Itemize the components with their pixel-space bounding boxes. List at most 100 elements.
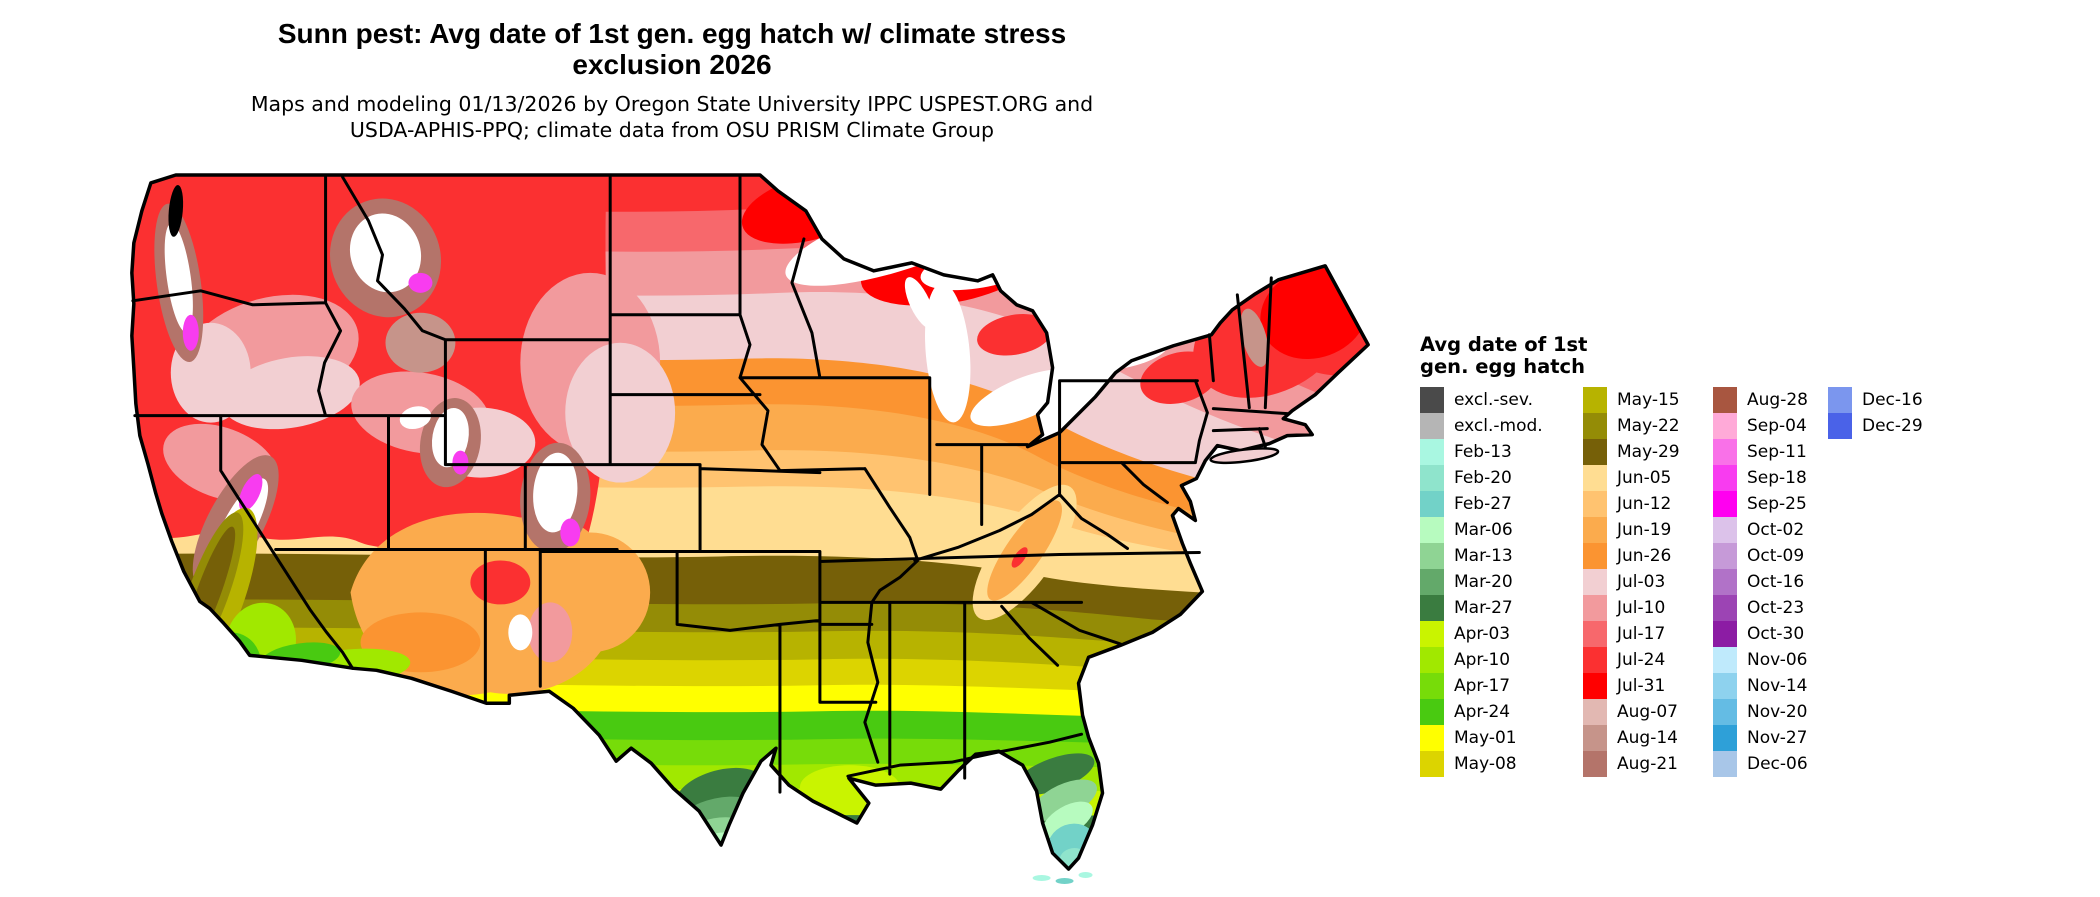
legend-label: May-01 — [1454, 728, 1517, 748]
legend-item: Mar-27 — [1420, 595, 1583, 621]
legend-label: Mar-06 — [1454, 520, 1513, 540]
legend-item: Feb-13 — [1420, 439, 1583, 465]
legend-item: Jul-24 — [1583, 647, 1713, 673]
legend-label: Jun-26 — [1617, 546, 1672, 566]
legend-swatch — [1713, 595, 1737, 621]
legend-label: Nov-27 — [1747, 728, 1808, 748]
lake-michigan — [925, 283, 971, 423]
legend-swatch — [1420, 517, 1444, 543]
legend-swatch — [1583, 595, 1607, 621]
legend-item: Feb-27 — [1420, 491, 1583, 517]
legend-column-1: excl.-sev. excl.-mod. Feb-13 Feb-20 Feb-27 Ma… — [1420, 387, 1583, 777]
legend-item: excl.-mod. — [1420, 413, 1583, 439]
legend-label: Sep-18 — [1747, 468, 1807, 488]
legend-label: Apr-17 — [1454, 676, 1511, 696]
legend-swatch — [1420, 491, 1444, 517]
legend-column-4: Dec-16 Dec-29 — [1828, 387, 1948, 439]
legend-swatch — [1420, 387, 1444, 413]
legend-title-line-1: Avg date of 1st — [1420, 333, 1588, 356]
legend-label: Feb-13 — [1454, 442, 1512, 462]
legend-label: Dec-29 — [1862, 416, 1923, 436]
title-line-1: Sunn pest: Avg date of 1st gen. egg hatc… — [277, 18, 1067, 49]
legend-item: Sep-18 — [1713, 465, 1828, 491]
legend-label: excl.-mod. — [1454, 416, 1543, 436]
us-outline — [130, 173, 1370, 871]
legend-label: Jul-24 — [1617, 650, 1666, 670]
legend-label: Sep-04 — [1747, 416, 1807, 436]
subtitle-line-1: Maps and modeling 01/13/2026 by Oregon S… — [250, 92, 1094, 116]
legend-item: Feb-20 — [1420, 465, 1583, 491]
legend-swatch — [1583, 569, 1607, 595]
legend-swatch — [1583, 673, 1607, 699]
legend-label: Oct-30 — [1747, 624, 1805, 644]
legend-label: Aug-21 — [1617, 754, 1678, 774]
legend-item: Nov-06 — [1713, 647, 1828, 673]
legend-swatch — [1420, 673, 1444, 699]
legend-label: Jul-31 — [1617, 676, 1666, 696]
subtitle-line-2: USDA-APHIS-PPQ; climate data from OSU PR… — [349, 118, 995, 142]
us-choropleth-map — [120, 163, 1380, 892]
legend-column-3: Aug-28 Sep-04 Sep-11 Sep-18 Sep-25 Oct-02 Oct-… — [1713, 387, 1828, 777]
legend-swatch — [1713, 569, 1737, 595]
legend-swatch — [1713, 517, 1737, 543]
legend-item: Apr-10 — [1420, 647, 1583, 673]
legend-label: Apr-03 — [1454, 624, 1511, 644]
legend-item: Apr-24 — [1420, 699, 1583, 725]
legend-item: Jun-19 — [1583, 517, 1713, 543]
legend-swatch — [1583, 647, 1607, 673]
legend-item: Dec-06 — [1713, 751, 1828, 777]
legend-item: Jul-17 — [1583, 621, 1713, 647]
legend-item: Mar-13 — [1420, 543, 1583, 569]
legend-item: May-22 — [1583, 413, 1713, 439]
legend-item: Oct-09 — [1713, 543, 1828, 569]
legend-label: Jul-03 — [1617, 572, 1666, 592]
legend-label: Apr-10 — [1454, 650, 1511, 670]
legend-item: Jun-05 — [1583, 465, 1713, 491]
legend-swatch — [1583, 621, 1607, 647]
legend-label: May-08 — [1454, 754, 1517, 774]
legend-column-2: May-15 May-22 May-29 Jun-05 Jun-12 Jun-19 Jun-… — [1583, 387, 1713, 777]
legend-label: Dec-16 — [1862, 390, 1923, 410]
legend-swatch — [1420, 439, 1444, 465]
title-line-2: exclusion 2026 — [572, 49, 772, 80]
legend-swatch — [1420, 699, 1444, 725]
legend-item: May-08 — [1420, 751, 1583, 777]
legend-swatch — [1713, 725, 1737, 751]
legend-label: Feb-20 — [1454, 468, 1512, 488]
legend-item: Mar-20 — [1420, 569, 1583, 595]
legend-label: Sep-11 — [1747, 442, 1807, 462]
legend-item: Apr-03 — [1420, 621, 1583, 647]
state-borders — [131, 175, 1289, 794]
legend-swatch — [1583, 751, 1607, 777]
legend-label: Feb-27 — [1454, 494, 1512, 514]
legend-swatch — [1420, 647, 1444, 673]
legend-label: Oct-16 — [1747, 572, 1805, 592]
legend-columns: excl.-sev. excl.-mod. Feb-13 Feb-20 Feb-27 Ma… — [1420, 387, 2040, 777]
legend-label: Jul-17 — [1617, 624, 1666, 644]
legend-item: Aug-14 — [1583, 725, 1713, 751]
legend-label: Oct-23 — [1747, 598, 1805, 618]
legend-swatch — [1713, 465, 1737, 491]
long-island — [1209, 447, 1280, 465]
legend-label: May-22 — [1617, 416, 1680, 436]
legend-item: Jun-26 — [1583, 543, 1713, 569]
legend-swatch — [1713, 413, 1737, 439]
legend-label: Nov-20 — [1747, 702, 1808, 722]
legend-label: Mar-13 — [1454, 546, 1513, 566]
legend-swatch — [1420, 621, 1444, 647]
legend-item: Sep-25 — [1713, 491, 1828, 517]
legend-swatch — [1583, 413, 1607, 439]
legend-swatch — [1713, 439, 1737, 465]
legend-label: Dec-06 — [1747, 754, 1808, 774]
legend-title-line-2: gen. egg hatch — [1420, 355, 1585, 378]
legend-item: Aug-07 — [1583, 699, 1713, 725]
legend-item: May-29 — [1583, 439, 1713, 465]
legend-item: Nov-20 — [1713, 699, 1828, 725]
legend-label: Nov-06 — [1747, 650, 1808, 670]
legend-swatch — [1420, 543, 1444, 569]
legend-label: Aug-07 — [1617, 702, 1678, 722]
legend-swatch — [1713, 491, 1737, 517]
legend-swatch — [1713, 699, 1737, 725]
legend-item: Oct-30 — [1713, 621, 1828, 647]
great-salt-lake — [399, 406, 432, 430]
